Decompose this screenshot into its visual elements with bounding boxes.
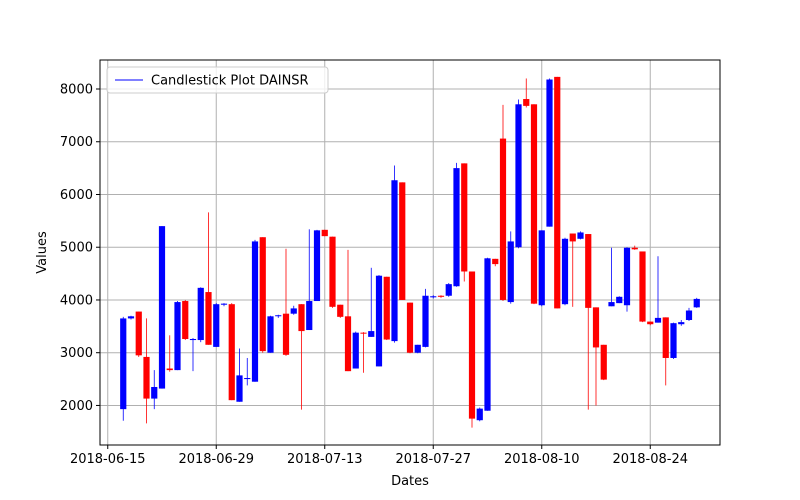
candle-body-up <box>236 375 243 402</box>
candle-body-up <box>213 304 220 347</box>
candle-body-down <box>344 316 352 372</box>
candle-body-down <box>523 99 530 106</box>
candle-body-up <box>189 338 197 341</box>
candle-body-down <box>135 311 142 356</box>
candle-body-up <box>197 287 204 341</box>
candle-body-up <box>678 322 685 325</box>
x-tick-label: 2018-06-29 <box>178 452 254 467</box>
candle-body-down <box>298 304 305 332</box>
candle-body-down <box>662 317 669 358</box>
candle-body-up <box>414 344 421 353</box>
y-tick-label: 4000 <box>60 293 93 308</box>
candle-body-up <box>616 296 623 304</box>
candle-body-down <box>631 247 638 250</box>
candle-body-up <box>670 323 677 358</box>
candle-body-down <box>228 304 235 401</box>
legend-label: Candlestick Plot DAINSR <box>151 74 309 89</box>
candle-body-down <box>639 251 646 322</box>
candle-body-up <box>251 241 259 382</box>
candle-body-up <box>654 317 662 323</box>
candle-body-up <box>244 378 251 380</box>
candle-body-down <box>259 237 266 352</box>
candle-body-up <box>422 295 429 347</box>
candle-body-up <box>313 230 321 302</box>
candle-body-up <box>561 238 569 305</box>
candle-body-up <box>220 303 228 305</box>
candle-body-up <box>685 310 693 321</box>
candle-body-up <box>174 302 181 371</box>
candle-body-down <box>205 292 212 345</box>
y-tick-label: 5000 <box>60 241 93 256</box>
legend-box <box>106 66 329 94</box>
y-tick-label: 3000 <box>60 346 93 361</box>
candle-body-down <box>182 301 189 339</box>
candle-body-down <box>461 163 468 272</box>
x-tick-label: 2018-06-15 <box>70 452 146 467</box>
legend: Candlestick Plot DAINSR <box>106 66 329 94</box>
tick-layer: 2000 3000 4000 5000 6000 7000 8000 2018-06-15 20… <box>60 83 688 467</box>
candle-body-down <box>600 344 607 380</box>
plot-frame <box>99 59 721 446</box>
candle-body-up <box>158 226 166 389</box>
candle-body-up <box>375 275 383 367</box>
candle-body-down <box>383 276 390 340</box>
candle-body-down <box>468 271 476 419</box>
y-tick-label: 6000 <box>60 188 93 203</box>
candle-body-up <box>151 386 158 399</box>
candle-body-down <box>360 332 367 334</box>
candle-body-up <box>306 301 313 331</box>
candle-body-up <box>507 241 514 303</box>
candle-body-up <box>120 318 127 410</box>
candle-body-up <box>538 230 545 306</box>
candle-body-up <box>546 79 553 227</box>
x-tick-label: 2018-07-27 <box>395 452 471 467</box>
candle-body-up <box>453 168 460 287</box>
candle-body-up <box>368 331 375 337</box>
candle-body-down <box>554 76 561 309</box>
candle-body-down <box>647 321 654 325</box>
candle-body-down <box>329 236 336 307</box>
candle-body-down <box>406 302 414 353</box>
candle-body-up <box>515 104 522 248</box>
x-tick-label: 2018-08-10 <box>504 452 580 467</box>
candle-body-up <box>391 180 398 342</box>
x-tick-label: 2018-08-24 <box>612 452 688 467</box>
candle-body-down <box>592 307 600 348</box>
candle-body-down <box>437 295 445 297</box>
candle-body-down <box>530 104 538 304</box>
candle-body-down <box>143 356 150 399</box>
candle-body-up <box>352 332 359 369</box>
candle-body-up <box>608 302 615 307</box>
x-tick-label: 2018-07-13 <box>287 452 363 467</box>
candle-body-up <box>484 258 491 411</box>
candle-body-up <box>476 408 483 421</box>
y-tick-label: 8000 <box>60 83 93 98</box>
y-tick-label: 7000 <box>60 135 93 150</box>
x-axis-label: Dates <box>391 474 429 489</box>
candle-body-down <box>337 304 344 317</box>
candle-body-down <box>499 138 507 300</box>
candle-body-down <box>282 313 290 355</box>
candle-body-up <box>623 247 631 306</box>
candle-body-up <box>693 298 700 308</box>
candle-body-down <box>321 229 328 237</box>
candle-body-down <box>569 233 576 242</box>
candle-body-up <box>275 315 282 317</box>
candle-body-up <box>430 296 437 298</box>
candle-body-up <box>290 308 297 314</box>
candle-body-down <box>492 258 499 265</box>
candle-body-up <box>127 316 135 319</box>
y-axis-label: Values <box>35 231 50 274</box>
candle-body-down <box>585 234 592 308</box>
candle-body-up <box>267 316 274 353</box>
candle-body-down <box>166 368 173 371</box>
body-layer <box>120 76 700 421</box>
candle-body-up <box>577 232 584 239</box>
candle-body-down <box>399 182 406 300</box>
candle-body-up <box>445 284 452 296</box>
y-tick-label: 2000 <box>60 399 93 414</box>
